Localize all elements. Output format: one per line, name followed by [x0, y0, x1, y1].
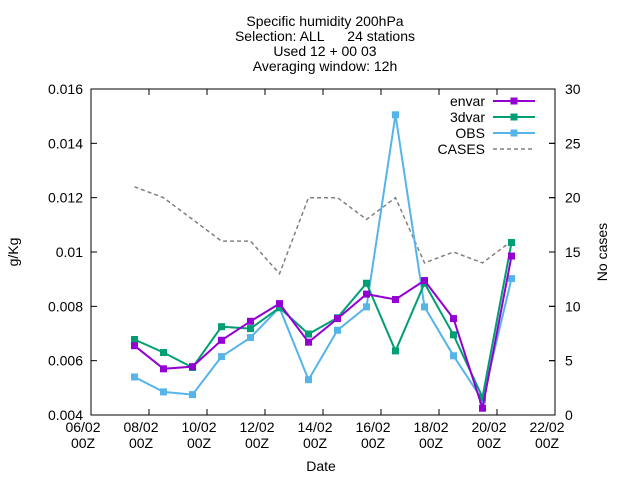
data-point-envar [421, 277, 428, 285]
x-tick-label-sub: 00Z [535, 435, 560, 451]
data-point-envar [392, 296, 399, 304]
data-point-3dvar [392, 347, 399, 355]
legend-marker-3dvar [510, 113, 518, 121]
x-tick-label: 22/02 [529, 419, 564, 435]
y-tick-label: 0.006 [48, 353, 83, 369]
y-tick-label: 0.008 [48, 298, 83, 314]
data-point-obs [189, 391, 196, 399]
data-point-3dvar [305, 330, 312, 338]
legend-marker-envar [510, 97, 518, 105]
series-line-3dvar [134, 242, 513, 401]
y-tick-label: 0.016 [48, 81, 83, 97]
x-tick-label-sub: 00Z [477, 435, 502, 451]
series-line-obs [134, 114, 513, 403]
y2-tick-label: 0 [565, 407, 573, 423]
x-tick-label: 12/02 [239, 419, 274, 435]
series-line-cases [134, 186, 512, 276]
legend-label-cases: CASES [438, 141, 485, 157]
data-point-3dvar [160, 349, 167, 357]
y2-tick-label: 5 [565, 353, 573, 369]
data-point-obs [363, 303, 370, 311]
data-point-envar [305, 338, 312, 346]
data-point-3dvar [131, 335, 138, 343]
y2-tick-label: 10 [565, 298, 581, 314]
data-point-envar [160, 365, 167, 373]
data-point-envar [189, 363, 196, 371]
y-axis-label: g/Kg [5, 238, 21, 267]
y-tick-label: 0.004 [48, 407, 83, 423]
series-line-envar [133, 255, 513, 409]
x-tick-label-sub: 00Z [419, 435, 444, 451]
x-tick-label-sub: 00Z [303, 435, 328, 451]
data-point-3dvar [218, 323, 225, 331]
data-point-3dvar [508, 238, 515, 246]
x-tick-label-sub: 00Z [361, 435, 386, 451]
data-point-envar [276, 300, 283, 308]
y2-tick-label: 25 [565, 135, 581, 151]
data-point-envar [334, 315, 341, 323]
x-axis-label: Date [306, 458, 336, 474]
y2-tick-label: 20 [565, 190, 581, 206]
data-point-obs [450, 352, 457, 360]
data-point-3dvar [276, 304, 283, 312]
series-group [131, 111, 515, 412]
x-tick-label-sub: 00Z [129, 435, 154, 451]
chart-title-line: Used 12 + 00 03 [273, 43, 376, 59]
data-point-obs [334, 326, 341, 334]
data-point-obs [160, 388, 167, 396]
data-point-3dvar [479, 393, 486, 401]
legend-marker-obs [510, 129, 518, 137]
y2-tick-label: 30 [565, 81, 581, 97]
data-point-obs [218, 353, 225, 361]
x-tick-label: 06/02 [65, 419, 100, 435]
y-tick-label: 0.014 [48, 135, 83, 151]
data-point-envar [247, 317, 254, 325]
data-point-3dvar [450, 331, 457, 339]
data-point-3dvar [247, 325, 254, 333]
data-point-obs [247, 334, 254, 342]
data-point-envar [450, 315, 457, 323]
data-point-obs [392, 111, 399, 119]
x-tick-label: 14/02 [297, 419, 332, 435]
data-point-3dvar [363, 279, 370, 287]
data-point-obs [508, 275, 515, 283]
chart-title-line: Averaging window: 12h [253, 58, 398, 74]
x-tick-label-sub: 00Z [245, 435, 270, 451]
legend-label-3dvar: 3dvar [450, 109, 485, 125]
x-tick-label: 10/02 [181, 419, 216, 435]
data-point-obs [421, 303, 428, 311]
data-point-envar [508, 252, 515, 260]
data-point-envar [363, 290, 370, 298]
y-tick-label: 0.012 [48, 190, 83, 206]
data-point-envar [131, 342, 138, 350]
x-tick-label: 20/02 [471, 419, 506, 435]
chart-title-line: Selection: ALL 24 stations [235, 28, 415, 44]
y2-axis-label: No cases [594, 223, 610, 281]
legend-label-obs: OBS [455, 125, 485, 141]
x-tick-label: 08/02 [123, 419, 158, 435]
data-point-envar [218, 336, 225, 344]
chart-title-line: Specific humidity 200hPa [246, 13, 403, 29]
x-tick-label: 18/02 [413, 419, 448, 435]
y-tick-label: 0.01 [56, 244, 83, 260]
x-tick-label: 16/02 [355, 419, 390, 435]
x-tick-label-sub: 00Z [71, 435, 96, 451]
data-point-obs [131, 373, 138, 381]
data-point-obs [305, 376, 312, 384]
axis-ticks: 0.004 0.006 0.008 0.01 0.012 0.014 0.016 0 5 10 15… [48, 81, 581, 451]
y2-tick-label: 15 [565, 244, 581, 260]
data-point-envar [479, 404, 486, 412]
legend-label-envar: envar [450, 93, 485, 109]
x-tick-label-sub: 00Z [187, 435, 212, 451]
